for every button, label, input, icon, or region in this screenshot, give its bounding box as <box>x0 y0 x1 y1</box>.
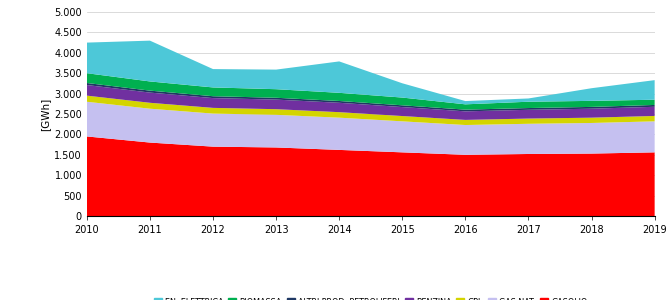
Legend: EN. ELETTRICA, BIOMASSA, ALTRI PROD. PETROLIFERI, BENZINA, GPL, GAS NAT., GASOLI: EN. ELETTRICA, BIOMASSA, ALTRI PROD. PET… <box>154 298 588 300</box>
Y-axis label: [GWh]: [GWh] <box>40 98 50 130</box>
